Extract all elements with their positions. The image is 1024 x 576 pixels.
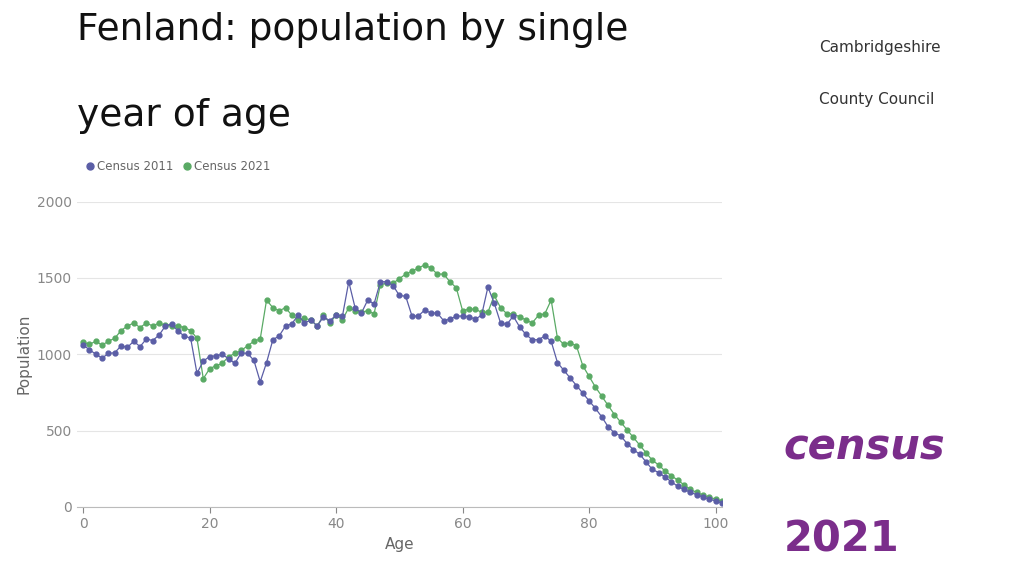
Text: year of age: year of age xyxy=(77,98,291,134)
Text: 2021: 2021 xyxy=(783,518,899,560)
Legend: Census 2011, Census 2021: Census 2011, Census 2021 xyxy=(83,156,275,178)
Text: Cambridgeshire: Cambridgeshire xyxy=(819,40,941,55)
Text: County Council: County Council xyxy=(819,92,935,107)
X-axis label: Age: Age xyxy=(385,537,414,552)
Y-axis label: Population: Population xyxy=(16,314,32,395)
Text: Fenland: population by single: Fenland: population by single xyxy=(77,12,628,48)
Text: census: census xyxy=(783,426,945,468)
